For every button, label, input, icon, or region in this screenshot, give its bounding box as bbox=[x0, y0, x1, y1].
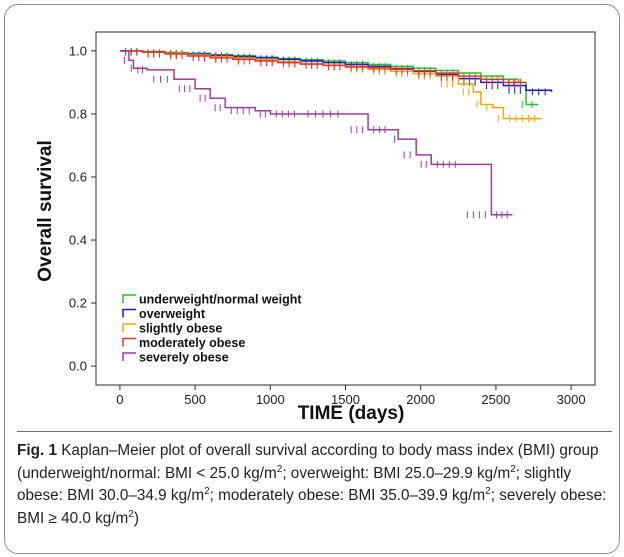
figure-panel: 0 500 1000 1500 2000 2500 3000 0.0 0.2 0.4 0.6 0.8 1… bbox=[4, 4, 620, 554]
x-tick-label: 500 bbox=[184, 392, 206, 407]
figure-label: Fig. 1 bbox=[17, 442, 57, 459]
legend-label: slightly obese bbox=[139, 322, 222, 336]
x-tick-label: 0 bbox=[116, 392, 123, 407]
legend-swatch bbox=[122, 323, 136, 332]
caption-text-1: Kaplan–Meier plot of overall survival ac… bbox=[17, 442, 599, 482]
caption-sup-5: 2 bbox=[128, 508, 134, 520]
legend-label: underweight/normal weight bbox=[139, 293, 302, 307]
caption-text-5: ; severely obese: BMI ≥ 40.0 kg/m bbox=[17, 487, 607, 527]
caption-sup-3: 2 bbox=[204, 485, 210, 497]
x-tick-label: 2000 bbox=[406, 392, 435, 407]
x-tick-label: 1000 bbox=[256, 392, 285, 407]
legend-swatch bbox=[122, 294, 136, 303]
y-axis-label: Overall survival bbox=[35, 140, 56, 282]
caption-text-3: ; slightly obese: BMI 30.0–34.9 kg/m bbox=[17, 464, 572, 505]
y-tick-label: 1.0 bbox=[69, 43, 87, 58]
caption-text-6: ) bbox=[133, 509, 139, 527]
caption-text-2: ; overweight: BMI 25.0–29.9 kg/m bbox=[282, 464, 511, 482]
x-tick-label: 2500 bbox=[481, 392, 510, 407]
legend-label: overweight bbox=[139, 307, 206, 321]
legend-swatch bbox=[122, 352, 136, 361]
survival-curve-2 bbox=[119, 50, 553, 92]
legend-label: severely obese bbox=[139, 351, 229, 365]
caption-sup-4: 2 bbox=[485, 485, 491, 497]
survival-curve-4 bbox=[119, 50, 526, 84]
km-survival-chart: 0 500 1000 1500 2000 2500 3000 0.0 0.2 0.4 0.6 0.8 1… bbox=[35, 31, 596, 424]
x-axis-label: TIME (days) bbox=[298, 403, 405, 424]
caption-text-4: ; moderately obese: BMI 35.0–39.9 kg/m bbox=[209, 487, 486, 504]
figure-caption: Fig. 1 Kaplan–Meier plot of overall surv… bbox=[17, 431, 612, 530]
y-tick-label: 0.0 bbox=[69, 359, 87, 374]
y-tick-label: 0.6 bbox=[69, 169, 87, 184]
y-tick-label: 0.4 bbox=[69, 233, 87, 248]
caption-sup-1: 2 bbox=[276, 463, 283, 475]
legend-swatch bbox=[122, 337, 136, 347]
x-tick-label: 3000 bbox=[557, 392, 586, 407]
caption-sup-2: 2 bbox=[510, 463, 516, 475]
y-tick-label: 0.8 bbox=[69, 106, 87, 121]
legend-label: moderately obese bbox=[139, 336, 245, 350]
survival-curve-5 bbox=[119, 50, 513, 216]
legend-swatch bbox=[122, 308, 136, 318]
x-tick-label: 1500 bbox=[331, 392, 360, 407]
y-tick-label: 0.2 bbox=[69, 296, 87, 311]
